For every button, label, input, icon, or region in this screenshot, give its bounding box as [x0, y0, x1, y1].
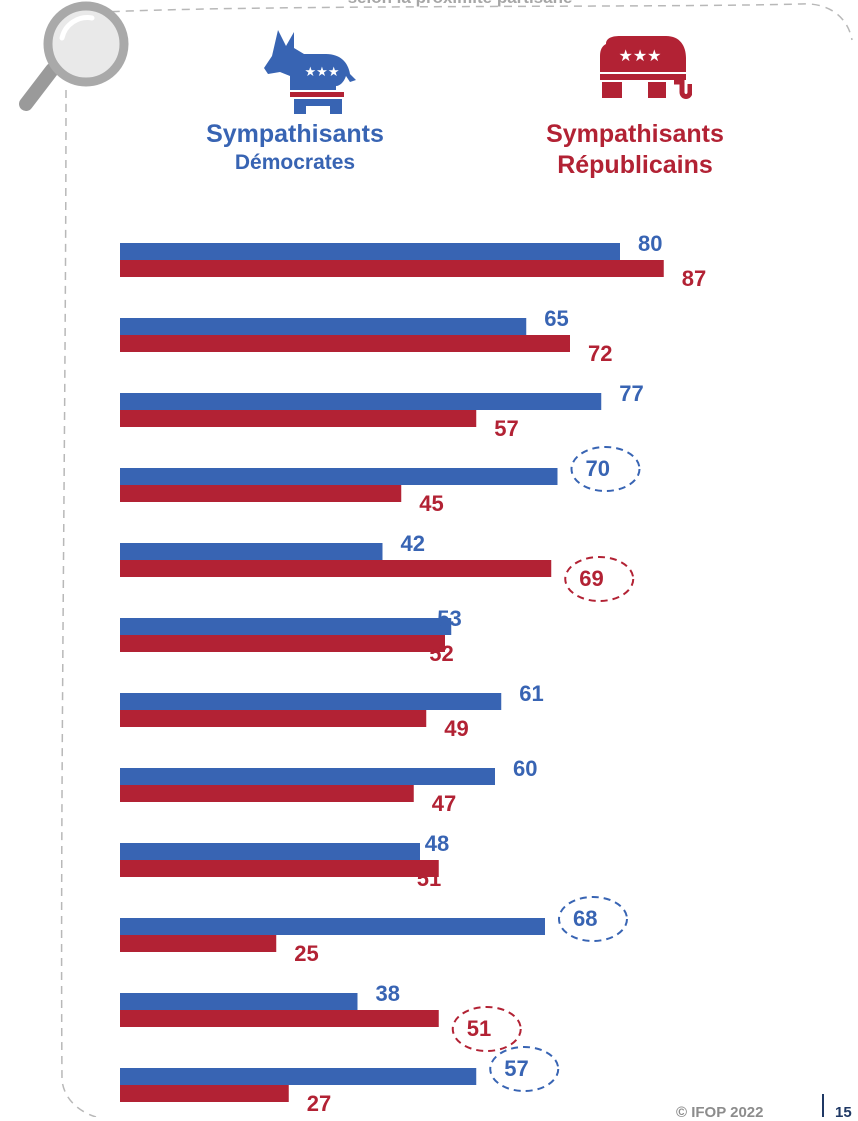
- chart-subtitle: selon la proximité partisane: [240, 0, 680, 8]
- value-label-democrats-5: 42: [401, 531, 425, 556]
- bar-republicans-9: [120, 860, 439, 877]
- value-label-republicans-2: 72: [588, 341, 612, 366]
- copyright: © IFOP 2022: [676, 1104, 764, 1121]
- bar-republicans-4: [120, 485, 402, 502]
- highlight-circle: [451, 1006, 522, 1052]
- bar-democrats-8: [120, 768, 495, 785]
- legend-democrats-line1: Sympathisants: [206, 120, 384, 148]
- value-label-democrats-11: 38: [376, 981, 400, 1006]
- bar-democrats-12: [120, 1068, 477, 1085]
- bar-democrats-3: [120, 393, 602, 410]
- bar-republicans-12: [120, 1085, 289, 1102]
- bar-democrats-1: [120, 243, 620, 260]
- bar-republicans-1: [120, 260, 664, 277]
- value-label-republicans-3: 57: [494, 416, 518, 441]
- legend-democrats: Sympathisants Démocrates: [180, 120, 410, 175]
- value-label-republicans-6: 52: [429, 641, 453, 666]
- value-label-republicans-11: 51: [467, 1016, 491, 1041]
- value-label-republicans-4: 45: [419, 491, 443, 516]
- bar-democrats-6: [120, 618, 452, 635]
- legend-republicans-line2: Républicains: [557, 151, 713, 179]
- value-label-republicans-5: 69: [579, 566, 603, 591]
- bar-democrats-4: [120, 468, 558, 485]
- value-label-democrats-12: 57: [504, 1056, 528, 1081]
- donkey-icon: ★★★: [264, 30, 356, 114]
- bar-republicans-7: [120, 710, 427, 727]
- value-label-republicans-7: 49: [444, 716, 468, 741]
- bar-democrats-2: [120, 318, 527, 335]
- bar-republicans-8: [120, 785, 414, 802]
- elephant-icon: ★★★: [600, 36, 692, 99]
- highlight-circle: [489, 1046, 560, 1092]
- bar-democrats-11: [120, 993, 358, 1010]
- value-label-democrats-4: 70: [586, 456, 610, 481]
- value-label-republicans-12: 27: [307, 1091, 331, 1116]
- value-label-democrats-3: 77: [619, 381, 643, 406]
- value-label-democrats-9: 48: [425, 831, 449, 856]
- highlight-circle: [564, 556, 635, 602]
- value-label-democrats-1: 80: [638, 231, 662, 256]
- bar-democrats-5: [120, 543, 383, 560]
- magnifier-icon: [19, 1, 129, 111]
- value-label-republicans-9: 51: [417, 866, 441, 891]
- value-label-republicans-10: 25: [294, 941, 318, 966]
- legend-republicans: Sympathisants Républicains: [510, 120, 760, 180]
- bar-republicans-6: [120, 635, 445, 652]
- bar-republicans-2: [120, 335, 570, 352]
- value-label-republicans-8: 47: [432, 791, 456, 816]
- value-label-democrats-2: 65: [544, 306, 568, 331]
- bar-republicans-3: [120, 410, 477, 427]
- highlight-circle: [558, 896, 628, 942]
- svg-text:★★★: ★★★: [618, 46, 661, 65]
- svg-text:★★★: ★★★: [305, 65, 340, 80]
- page-separator: [822, 1094, 824, 1117]
- bar-republicans-11: [120, 1010, 439, 1027]
- legend-democrats-line2: Démocrates: [234, 151, 356, 174]
- bar-democrats-9: [120, 843, 420, 860]
- legend-republicans-line1: Sympathisants: [546, 120, 724, 148]
- page-number: 15: [835, 1104, 852, 1121]
- bar-democrats-7: [120, 693, 502, 710]
- value-label-democrats-10: 68: [573, 906, 597, 931]
- highlight-circle: [570, 446, 641, 492]
- bar-democrats-10: [120, 918, 545, 935]
- bar-republicans-5: [120, 560, 552, 577]
- bar-republicans-10: [120, 935, 277, 952]
- value-label-democrats-6: 53: [437, 606, 461, 631]
- value-label-democrats-7: 61: [519, 681, 543, 706]
- value-label-republicans-1: 87: [682, 266, 706, 291]
- value-label-democrats-8: 60: [513, 756, 537, 781]
